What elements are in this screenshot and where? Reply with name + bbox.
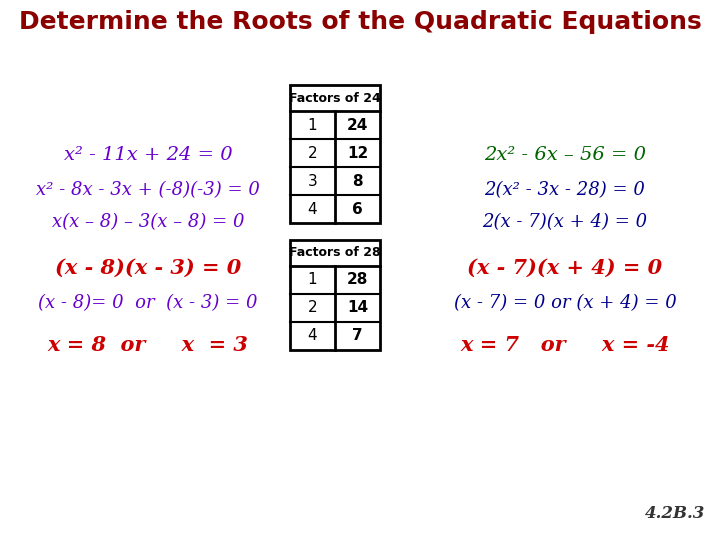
Text: 7: 7 [352, 328, 363, 343]
Text: 6: 6 [352, 201, 363, 217]
Text: Factors of 24: Factors of 24 [289, 91, 381, 105]
Text: 2: 2 [307, 145, 318, 160]
Text: 2(x² - 3x - 28) = 0: 2(x² - 3x - 28) = 0 [485, 181, 645, 199]
Text: x² - 8x - 3x + (-8)(-3) = 0: x² - 8x - 3x + (-8)(-3) = 0 [36, 181, 260, 199]
Text: 14: 14 [347, 300, 368, 315]
Text: 2: 2 [307, 300, 318, 315]
Text: x(x – 8) – 3(x – 8) = 0: x(x – 8) – 3(x – 8) = 0 [52, 213, 244, 231]
Text: 8: 8 [352, 173, 363, 188]
Text: 2(x - 7)(x + 4) = 0: 2(x - 7)(x + 4) = 0 [482, 213, 647, 231]
Text: 2x² - 6x – 56 = 0: 2x² - 6x – 56 = 0 [484, 146, 646, 164]
Text: (x - 8)= 0  or  (x - 3) = 0: (x - 8)= 0 or (x - 3) = 0 [38, 294, 258, 312]
Text: (x - 8)(x - 3) = 0: (x - 8)(x - 3) = 0 [55, 258, 241, 278]
Text: 1: 1 [307, 118, 318, 132]
Text: (x - 7) = 0 or (x + 4) = 0: (x - 7) = 0 or (x + 4) = 0 [454, 294, 676, 312]
Text: x = 7   or     x = -4: x = 7 or x = -4 [460, 335, 670, 355]
Text: 4.2B.3: 4.2B.3 [644, 505, 705, 522]
Text: 3: 3 [307, 173, 318, 188]
Bar [290, 240, 380, 350]
Text: Determine the Roots of the Quadratic Equations: Determine the Roots of the Quadratic Equ… [19, 10, 701, 34]
Text: 24: 24 [347, 118, 368, 132]
Text: Factors of 28: Factors of 28 [289, 246, 381, 260]
Text: x² - 11x + 24 = 0: x² - 11x + 24 = 0 [63, 146, 233, 164]
Text: x = 8  or     x  = 3: x = 8 or x = 3 [48, 335, 248, 355]
Bar [290, 85, 380, 223]
Text: 4: 4 [307, 201, 318, 217]
Text: (x - 7)(x + 4) = 0: (x - 7)(x + 4) = 0 [467, 258, 662, 278]
Text: 12: 12 [347, 145, 368, 160]
Text: 28: 28 [347, 273, 368, 287]
Text: 4: 4 [307, 328, 318, 343]
Text: 1: 1 [307, 273, 318, 287]
